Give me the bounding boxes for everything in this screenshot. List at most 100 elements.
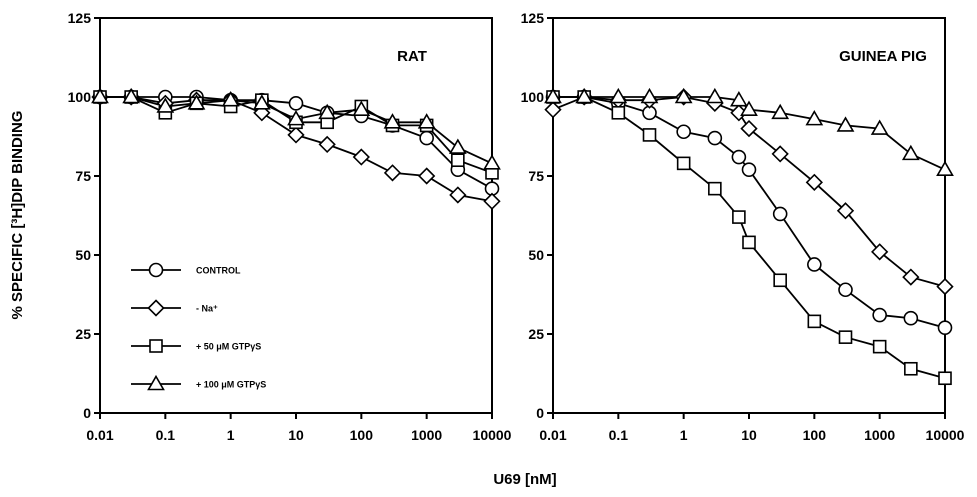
- data-point-diamond: [318, 135, 336, 154]
- legend-marker-square: [149, 339, 163, 353]
- y-tick-label: 125: [521, 10, 545, 26]
- panel-title-guinea-pig: GUINEA PIG: [839, 48, 927, 65]
- data-point-triangle: [448, 138, 467, 154]
- data-point-circle: [741, 162, 757, 177]
- data-point-circle: [419, 130, 434, 146]
- legend-label: CONTROL: [196, 266, 241, 276]
- data-point-circle: [903, 310, 919, 326]
- x-tick-label: 1: [680, 427, 688, 443]
- data-point-square: [904, 361, 918, 376]
- data-point-triangle: [936, 160, 954, 176]
- data-point-triangle: [252, 94, 271, 110]
- x-tick-label: 0.01: [539, 427, 566, 443]
- data-point-circle: [937, 320, 953, 335]
- data-point-triangle: [318, 103, 337, 120]
- data-point-square: [611, 106, 626, 120]
- data-point-triangle: [729, 91, 748, 107]
- y-axis-label: % SPECIFIC [³H]DIP BINDING: [9, 111, 26, 320]
- data-point-diamond: [383, 164, 402, 182]
- legend-label: + 50 μM GTPγS: [196, 342, 261, 352]
- x-axis-label: U69 [nM]: [493, 471, 556, 488]
- data-point-triangle: [483, 154, 501, 170]
- data-point-diamond: [771, 145, 789, 163]
- data-point-triangle: [740, 100, 758, 116]
- data-point-triangle: [156, 97, 175, 113]
- x-tick-label: 1: [227, 427, 235, 443]
- y-tick-label: 100: [68, 89, 92, 105]
- y-tick-label: 125: [68, 10, 92, 26]
- y-tick-label: 75: [528, 168, 544, 184]
- legend-label: + 100 μM GTPγS: [196, 380, 266, 390]
- data-point-circle: [707, 130, 723, 146]
- data-point-diamond: [287, 126, 305, 144]
- data-point-triangle: [187, 94, 206, 110]
- data-point-square: [742, 235, 756, 250]
- legend-marker-circle: [148, 262, 164, 278]
- panel-rat: RAT 0 25 50 75 100 125 0.01 0.1 1 10 100 1000 10000: [68, 10, 512, 443]
- data-point-triangle: [221, 91, 240, 107]
- x-tick-label: 0.1: [609, 427, 629, 443]
- data-point-diamond: [740, 119, 758, 138]
- data-point-square: [642, 128, 657, 142]
- data-point-diamond: [871, 243, 889, 261]
- data-point-square: [938, 371, 952, 386]
- data-point-triangle: [417, 113, 436, 129]
- data-point-triangle: [640, 87, 659, 104]
- data-point-triangle: [771, 103, 790, 120]
- data-point-diamond: [352, 148, 370, 166]
- x-tick-label: 100: [803, 427, 827, 443]
- data-point-triangle: [91, 87, 109, 104]
- data-point-diamond: [544, 101, 562, 119]
- data-point-diamond: [449, 186, 467, 204]
- data-point-circle: [807, 257, 822, 272]
- data-point-circle: [838, 282, 853, 298]
- data-point-diamond: [805, 173, 823, 191]
- data-point-triangle: [287, 110, 305, 126]
- legend-marker-diamond: [147, 299, 165, 317]
- legend: CONTROL - Na⁺ + 50 μM GTPγS + 100 μM GTPγS: [131, 262, 266, 391]
- x-tick-label: 100: [350, 427, 374, 443]
- data-point-triangle: [544, 87, 562, 104]
- data-point-triangle: [383, 113, 402, 129]
- data-point-diamond: [902, 268, 920, 286]
- y-tick-label: 100: [521, 89, 545, 105]
- x-tick-label: 10000: [926, 427, 965, 443]
- y-tick-label: 50: [528, 247, 544, 263]
- data-point-triangle: [352, 100, 371, 116]
- y-tick-label: 0: [536, 405, 544, 421]
- plot-frame-guinea-pig: [552, 17, 946, 414]
- data-point-circle: [676, 124, 691, 140]
- x-tick-label: 10000: [473, 427, 512, 443]
- data-point-triangle: [836, 116, 855, 132]
- data-point-diamond: [483, 192, 501, 210]
- data-point-triangle: [901, 144, 920, 161]
- y-tick-label: 25: [75, 326, 91, 342]
- legend-label: - Na⁺: [196, 304, 218, 314]
- data-point-diamond: [418, 167, 436, 185]
- x-tick-label: 0.1: [156, 427, 176, 443]
- x-tick-label: 0.01: [86, 427, 113, 443]
- y-tick-label: 75: [75, 168, 91, 184]
- data-point-diamond: [836, 202, 855, 220]
- data-point-square: [451, 153, 465, 167]
- data-point-square: [708, 181, 722, 196]
- x-tick-label: 1000: [411, 427, 442, 443]
- data-point-square: [838, 330, 853, 344]
- data-point-square: [732, 210, 746, 224]
- data-point-triangle: [870, 119, 889, 135]
- data-point-circle: [288, 96, 304, 111]
- data-point-square: [807, 314, 822, 329]
- data-point-square: [872, 339, 887, 354]
- legend-marker-triangle: [147, 374, 165, 391]
- y-tick-label: 0: [83, 405, 91, 421]
- data-point-triangle: [609, 87, 628, 104]
- x-tick-label: 10: [741, 427, 757, 443]
- data-point-square: [773, 273, 787, 288]
- data-point-triangle: [674, 87, 693, 104]
- data-point-triangle: [122, 87, 141, 104]
- data-point-circle: [731, 149, 747, 165]
- plot-frame-rat: [99, 17, 493, 414]
- y-tick-label: 50: [75, 247, 91, 263]
- x-tick-label: 1000: [864, 427, 895, 443]
